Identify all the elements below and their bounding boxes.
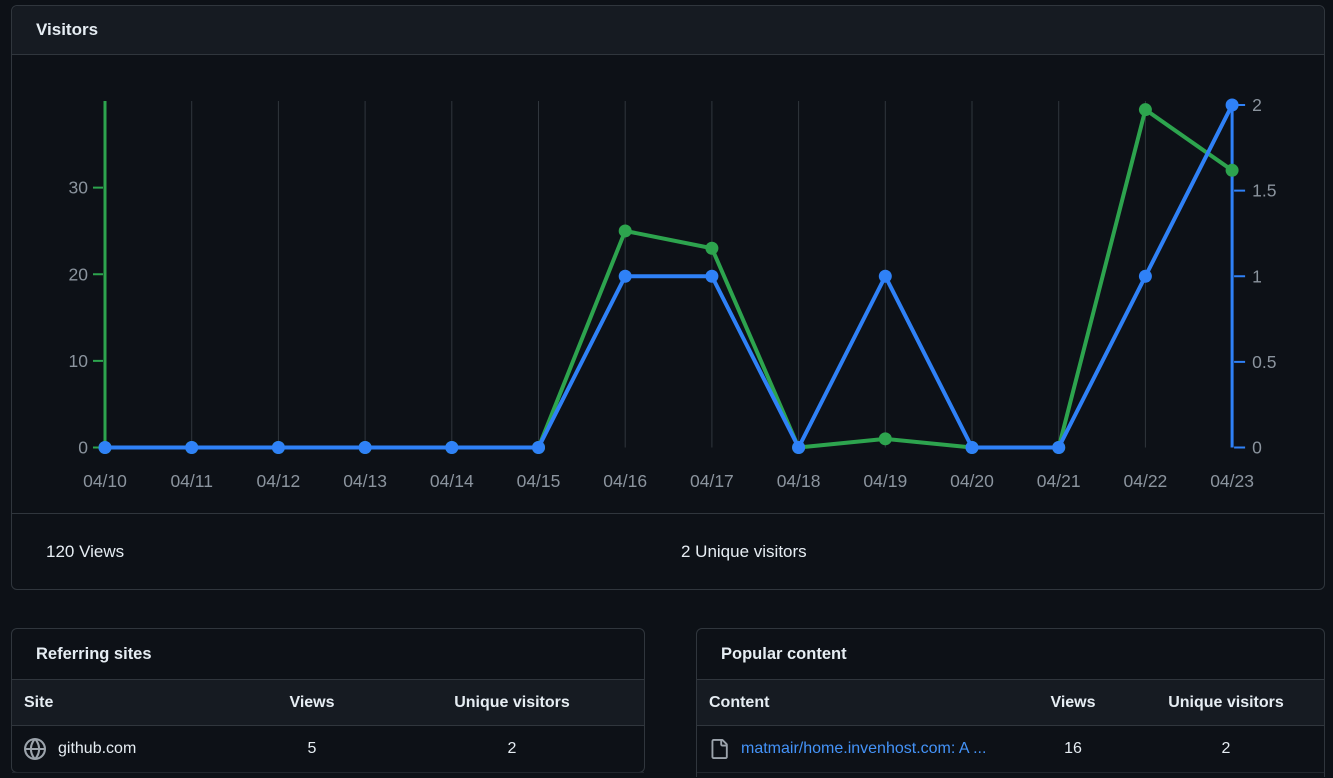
svg-text:04/14: 04/14 bbox=[430, 471, 474, 491]
referring-sites-header-row: Site Views Unique visitors bbox=[12, 680, 644, 726]
svg-text:04/20: 04/20 bbox=[950, 471, 994, 491]
col-header-unique-visitors: Unique visitors bbox=[1168, 693, 1284, 711]
svg-text:2: 2 bbox=[1252, 95, 1262, 115]
svg-text:0: 0 bbox=[1252, 438, 1262, 458]
svg-text:04/10: 04/10 bbox=[83, 471, 127, 491]
svg-text:1: 1 bbox=[1252, 266, 1262, 286]
total-unique-visitors-label: 2 Unique visitors bbox=[681, 541, 807, 561]
popular-content-header-row: Content Views Unique visitors bbox=[697, 680, 1324, 726]
table-row: matmair/home.invenhost.com: A ... 16 2 bbox=[697, 726, 1324, 773]
svg-text:10: 10 bbox=[69, 351, 89, 371]
popular-content-views: 16 bbox=[1064, 740, 1082, 757]
referring-sites-title: Referring sites bbox=[12, 629, 644, 680]
visitors-traffic-chart[interactable]: 0 10 20 30 0 0.5 1 1.5 2 04/10 04/11 04/12 04/13 04/1… bbox=[12, 55, 1324, 513]
col-header-site: Site bbox=[24, 693, 54, 711]
svg-text:04/16: 04/16 bbox=[603, 471, 647, 491]
visitors-card-footer: 120 Views 2 Unique visitors bbox=[12, 513, 1324, 589]
col-header-content: Content bbox=[709, 693, 770, 711]
svg-text:0: 0 bbox=[78, 438, 88, 458]
col-header-views: Views bbox=[289, 693, 335, 711]
svg-text:04/11: 04/11 bbox=[170, 471, 213, 491]
popular-content-title: Popular content bbox=[697, 629, 1324, 680]
svg-text:04/17: 04/17 bbox=[690, 471, 734, 491]
svg-text:20: 20 bbox=[69, 264, 89, 284]
referring-site-unique: 2 bbox=[507, 740, 517, 757]
referring-sites-card: Referring sites Site Views Unique visito… bbox=[11, 628, 645, 773]
visitors-chart-canvas[interactable]: 0 10 20 30 0 0.5 1 1.5 2 04/10 04/11 04/12 04/13 04/1… bbox=[12, 55, 1324, 513]
svg-text:30: 30 bbox=[69, 178, 89, 198]
visitors-card: Visitors 0 10 20 30 0 0.5 1 1.5 2 04/10 04/11 04/12… bbox=[11, 5, 1325, 590]
svg-text:04/23: 04/23 bbox=[1210, 471, 1254, 491]
referring-site-views: 5 bbox=[307, 740, 317, 757]
svg-text:04/19: 04/19 bbox=[863, 471, 907, 491]
svg-text:0.5: 0.5 bbox=[1252, 352, 1276, 372]
file-icon bbox=[709, 739, 729, 759]
col-header-unique-visitors: Unique visitors bbox=[454, 693, 570, 711]
visitors-title: Visitors bbox=[36, 20, 99, 39]
svg-text:1.5: 1.5 bbox=[1252, 181, 1276, 201]
globe-icon bbox=[24, 738, 46, 760]
table-row: github.com 5 2 bbox=[12, 726, 644, 773]
svg-text:04/12: 04/12 bbox=[257, 471, 301, 491]
col-header-views: Views bbox=[1050, 693, 1096, 711]
popular-content-card: Popular content Content Views Unique vis… bbox=[696, 628, 1325, 777]
svg-text:04/21: 04/21 bbox=[1037, 471, 1081, 491]
svg-text:04/22: 04/22 bbox=[1124, 471, 1168, 491]
svg-text:04/13: 04/13 bbox=[343, 471, 387, 491]
popular-content-unique: 2 bbox=[1221, 740, 1231, 757]
referring-site-name: github.com bbox=[58, 740, 137, 757]
popular-content-link[interactable]: matmair/home.invenhost.com: A ... bbox=[741, 740, 987, 757]
total-views-label: 120 Views bbox=[46, 541, 125, 561]
svg-text:04/18: 04/18 bbox=[777, 471, 821, 491]
svg-text:04/15: 04/15 bbox=[517, 471, 561, 491]
visitors-card-header: Visitors bbox=[12, 6, 1324, 55]
